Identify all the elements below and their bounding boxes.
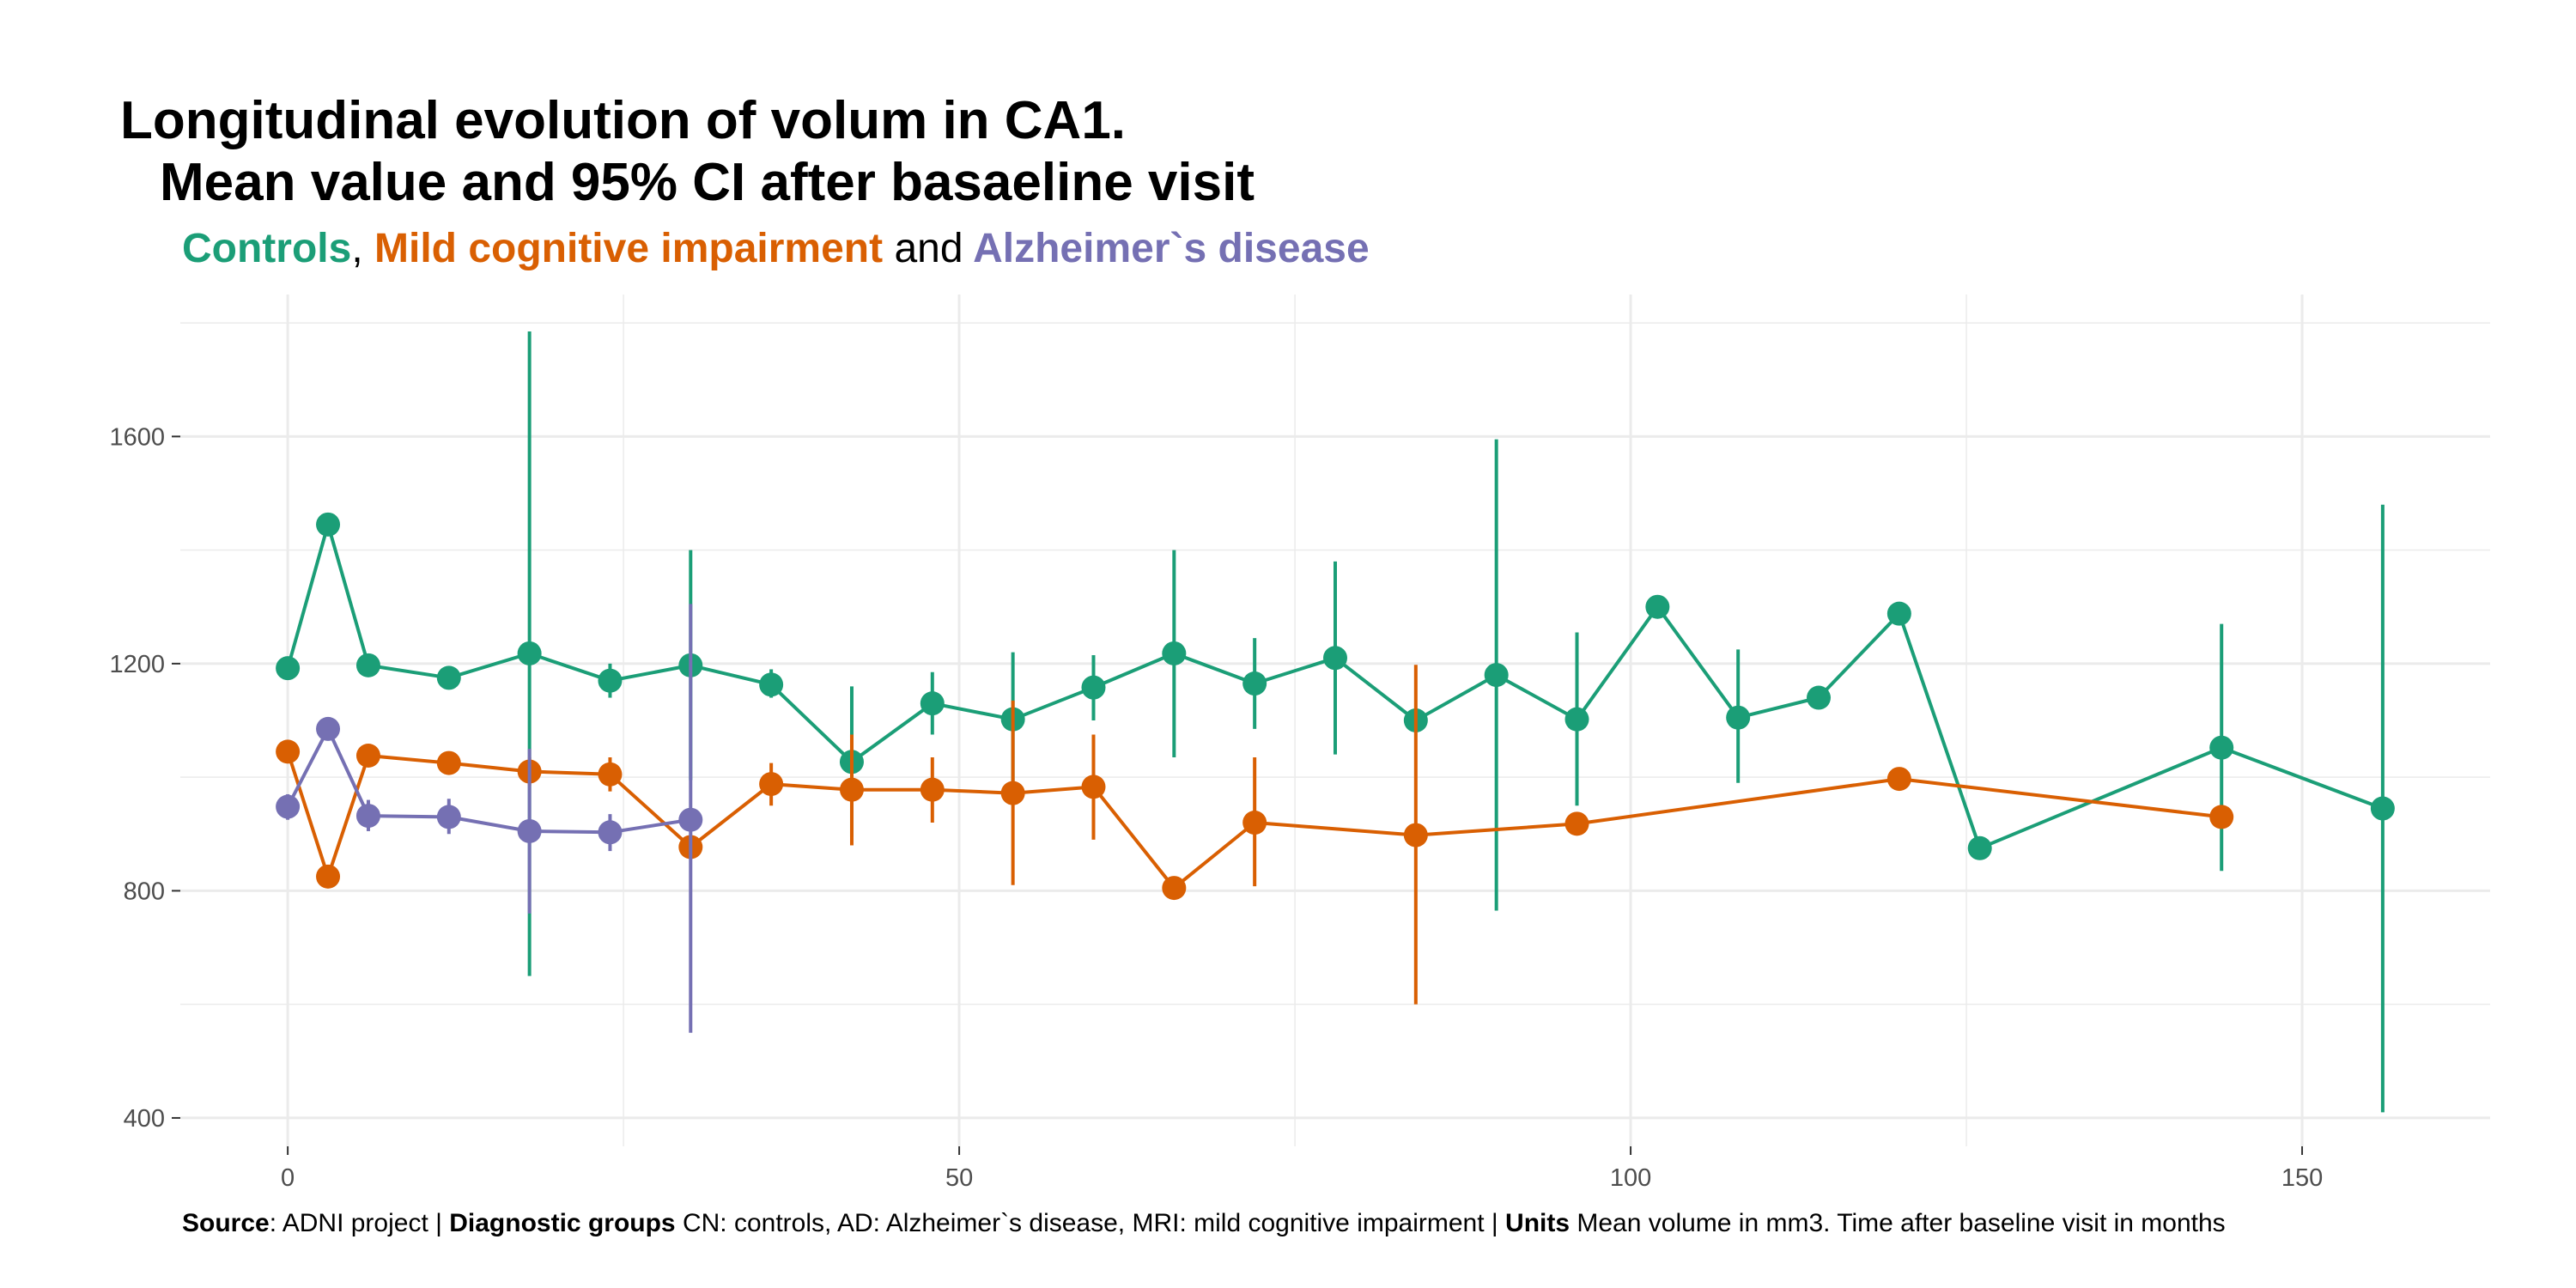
data-point-controls [1967,835,1992,860]
data-point-controls [759,672,784,697]
data-point-ad [316,716,341,741]
data-point-controls [1886,601,1911,626]
chart-subtitle: Controls, Mild cognitive impairment and … [182,225,1370,272]
y-tick-label: 400 [124,1105,165,1133]
caption-source-label: Source [182,1209,270,1237]
data-point-ad [517,818,542,843]
data-point-controls [920,691,945,716]
y-tick-label: 800 [124,878,165,905]
data-point-mci [598,762,623,787]
series-mci [276,665,2234,1005]
data-point-controls [517,641,542,665]
data-point-ad [678,807,703,832]
chart-title: Longitudinal evolution of volum in CA1. … [120,90,1255,214]
data-point-ad [355,804,380,829]
title-line-2: Mean value and 95% CI after basaeline vi… [160,153,1255,212]
data-point-mci [436,750,461,775]
data-point-mci [2209,805,2234,829]
data-point-ad [436,805,461,829]
data-point-mci [1242,811,1267,835]
data-point-ad [276,794,301,819]
caption-units-label: Units [1505,1209,1571,1237]
data-point-controls [436,665,461,690]
series-controls [276,331,2395,1113]
data-point-controls [1564,707,1589,732]
x-axis: 0 50 100 150 [281,1146,2323,1192]
subtitle-controls: Controls [182,226,352,271]
x-tick-label: 150 [2281,1164,2323,1192]
series-ad [276,604,703,1033]
data-point-controls [1484,663,1509,688]
data-point-mci [1000,781,1025,805]
data-point-mci [839,777,864,802]
caption-units-text: Mean volume in mm3. Time after baseline … [1570,1209,2226,1237]
data-point-ad [598,820,623,845]
data-point-mci [920,777,945,802]
data-point-controls [276,656,301,681]
data-point-controls [316,512,341,537]
series-line-mci [286,750,2222,890]
subtitle-mci: Mild cognitive impairment [374,226,884,271]
y-axis: 400 800 1200 1600 [109,423,180,1133]
subtitle-and: and [894,226,963,271]
data-point-mci [355,744,380,769]
data-point-controls [598,668,623,693]
data-point-mci [1564,811,1589,836]
data-point-mci [1403,823,1428,848]
data-point-mci [1081,775,1106,799]
data-point-controls [355,653,380,677]
data-point-controls [1162,641,1187,665]
x-tick-label: 0 [281,1164,295,1192]
data-point-controls [1645,594,1670,619]
data-point-controls [1323,646,1347,671]
y-tick-label: 1600 [109,423,165,451]
data-point-controls [1081,675,1106,700]
chart-caption: Source: ADNI project | Diagnostic groups… [182,1209,2226,1238]
data-point-mci [316,864,341,889]
caption-groups-label: Diagnostic groups [449,1209,676,1237]
subtitle-separator: , [351,226,363,271]
series-layer [276,331,2395,1113]
x-tick-label: 50 [945,1164,973,1192]
data-point-mci [1886,767,1911,792]
data-point-controls [2370,796,2395,821]
data-point-mci [1162,876,1187,901]
data-point-mci [276,739,301,764]
data-point-controls [1726,705,1751,730]
title-line-1: Longitudinal evolution of volum in CA1. [120,91,1127,150]
data-point-controls [1807,685,1832,710]
data-point-mci [759,772,784,797]
x-tick-label: 100 [1610,1164,1651,1192]
data-point-controls [2209,735,2234,760]
subtitle-ad: Alzheimer`s disease [973,226,1370,271]
caption-source-text: : ADNI project | [269,1209,450,1237]
data-point-controls [1242,671,1267,696]
y-tick-label: 1200 [109,651,165,678]
caption-groups-text: CN: controls, AD: Alzheimer`s disease, M… [675,1209,1506,1237]
